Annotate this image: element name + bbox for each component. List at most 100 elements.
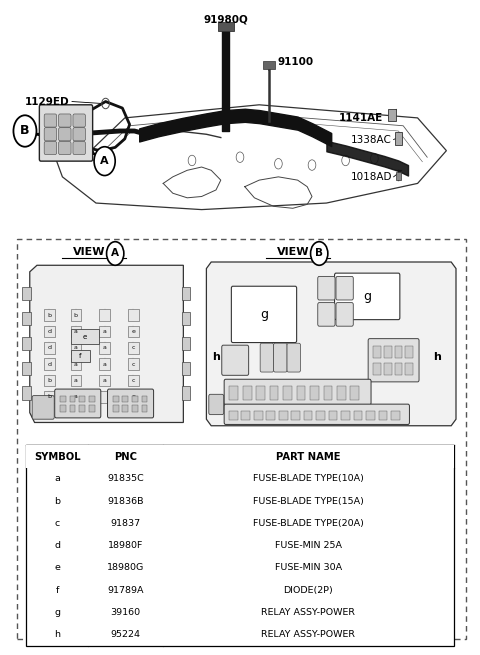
Text: 1338AC: 1338AC <box>350 134 391 145</box>
Bar <box>395 132 402 145</box>
Circle shape <box>13 115 36 147</box>
Text: a: a <box>74 329 78 334</box>
Bar <box>379 411 387 420</box>
Bar <box>99 309 110 321</box>
FancyBboxPatch shape <box>44 141 57 155</box>
Bar <box>266 411 275 420</box>
Circle shape <box>311 242 328 265</box>
Bar <box>241 411 250 420</box>
Bar <box>128 309 139 321</box>
Text: a: a <box>54 474 60 483</box>
Text: 1018AD: 1018AD <box>351 172 393 182</box>
Text: b: b <box>54 496 60 506</box>
Text: DIODE(2P): DIODE(2P) <box>284 586 333 595</box>
Text: RELAY ASSY-POWER: RELAY ASSY-POWER <box>261 630 355 639</box>
FancyBboxPatch shape <box>108 389 154 418</box>
FancyBboxPatch shape <box>274 343 287 372</box>
Bar <box>44 342 55 354</box>
Bar <box>44 326 55 337</box>
Text: VIEW: VIEW <box>72 247 105 257</box>
Bar <box>26 445 454 468</box>
Polygon shape <box>206 262 456 426</box>
Bar <box>366 411 375 420</box>
Bar <box>71 375 81 386</box>
Text: h: h <box>54 630 60 639</box>
Bar <box>99 358 110 370</box>
Bar <box>405 363 413 375</box>
Bar <box>79 396 85 402</box>
Text: b: b <box>48 312 51 318</box>
Circle shape <box>94 147 115 176</box>
Bar <box>310 386 319 400</box>
Bar <box>44 309 55 321</box>
FancyBboxPatch shape <box>260 343 274 372</box>
Bar <box>17 239 466 639</box>
Text: c: c <box>132 345 135 350</box>
Bar <box>113 405 119 412</box>
FancyBboxPatch shape <box>222 345 249 375</box>
Bar <box>26 445 454 646</box>
Text: B: B <box>315 248 323 259</box>
FancyBboxPatch shape <box>44 114 57 127</box>
Text: A: A <box>111 248 119 259</box>
Bar <box>122 405 128 412</box>
Bar <box>182 287 190 300</box>
Bar <box>44 391 55 403</box>
FancyBboxPatch shape <box>287 343 300 372</box>
FancyBboxPatch shape <box>318 303 335 326</box>
Text: d: d <box>48 362 51 367</box>
Bar <box>79 405 85 412</box>
Bar <box>89 396 95 402</box>
Bar <box>263 61 275 69</box>
Text: FUSE-BLADE TYPE(10A): FUSE-BLADE TYPE(10A) <box>253 474 364 483</box>
Bar <box>71 309 81 321</box>
Bar <box>373 363 381 375</box>
Bar <box>132 396 138 402</box>
Bar <box>341 411 350 420</box>
FancyBboxPatch shape <box>39 105 93 161</box>
Text: 91100: 91100 <box>277 57 313 67</box>
Bar <box>22 312 31 325</box>
Bar <box>70 405 75 412</box>
Text: 18980F: 18980F <box>108 541 144 550</box>
Text: e: e <box>54 563 60 572</box>
Text: a: a <box>74 362 78 367</box>
Bar <box>182 312 190 325</box>
Bar <box>99 326 110 337</box>
FancyBboxPatch shape <box>55 389 101 418</box>
Text: FUSE-BLADE TYPE(15A): FUSE-BLADE TYPE(15A) <box>253 496 364 506</box>
FancyBboxPatch shape <box>335 273 400 320</box>
Bar <box>128 342 139 354</box>
Bar <box>128 375 139 386</box>
Text: f: f <box>56 586 59 595</box>
Bar <box>122 396 128 402</box>
Text: 95224: 95224 <box>111 630 141 639</box>
FancyBboxPatch shape <box>44 128 57 141</box>
Text: g: g <box>260 308 268 321</box>
Bar <box>71 391 81 403</box>
Polygon shape <box>30 265 183 422</box>
Text: b: b <box>48 394 51 400</box>
Bar <box>270 386 278 400</box>
Bar <box>396 172 401 180</box>
Text: d: d <box>48 345 51 350</box>
Bar <box>71 326 81 337</box>
Text: b: b <box>74 312 78 318</box>
Bar <box>60 396 66 402</box>
Text: FUSE-MIN 25A: FUSE-MIN 25A <box>275 541 342 550</box>
FancyBboxPatch shape <box>59 114 71 127</box>
Bar <box>304 411 312 420</box>
Bar <box>71 350 90 362</box>
Bar <box>405 346 413 358</box>
Bar <box>44 358 55 370</box>
FancyBboxPatch shape <box>231 286 297 343</box>
Bar <box>337 386 346 400</box>
Text: g: g <box>54 608 60 617</box>
Text: PART NAME: PART NAME <box>276 451 341 462</box>
Text: 91835C: 91835C <box>108 474 144 483</box>
Text: A: A <box>100 156 109 166</box>
FancyBboxPatch shape <box>73 141 85 155</box>
Bar <box>99 342 110 354</box>
Text: c: c <box>132 378 135 383</box>
Text: 1141AE: 1141AE <box>339 113 383 123</box>
